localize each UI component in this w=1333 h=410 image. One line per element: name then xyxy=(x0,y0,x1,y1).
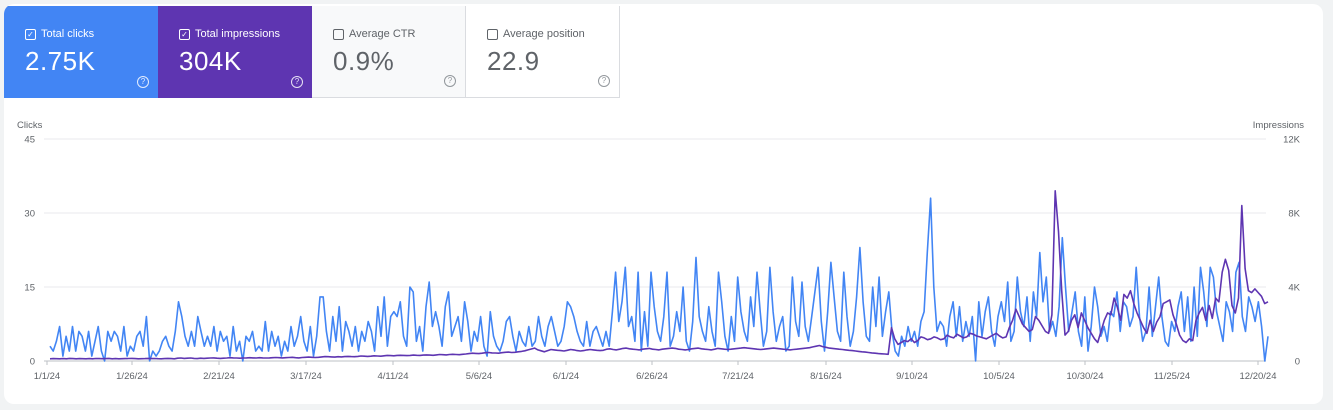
tile-label: Total clicks xyxy=(41,28,95,40)
tile-value: 304K xyxy=(179,46,242,76)
y-left-tick-label: 15 xyxy=(24,283,35,294)
series-line-clicks xyxy=(49,197,1269,362)
tile-value: 22.9 xyxy=(487,46,540,76)
performance-chart: Clicks Impressions 45 12K 30 8K 15 4K 0 0 1/1/24 1/… xyxy=(17,120,1304,382)
tile-average-position[interactable]: Average position 22.9 ? xyxy=(466,6,620,98)
checkbox-unchecked-icon[interactable] xyxy=(333,28,344,40)
tile-header: ✓ Total clicks xyxy=(25,28,94,40)
x-tick-label: 1/1/24 xyxy=(34,371,60,382)
x-tick-label: 11/25/24 xyxy=(1154,371,1190,382)
y-right-tick-label: 12K xyxy=(1283,135,1301,146)
series-line-impressions xyxy=(49,190,1269,360)
y-right-tick-label: 0 xyxy=(1295,357,1300,368)
x-tick-label: 8/16/24 xyxy=(810,371,842,382)
x-tick-label: 3/17/24 xyxy=(290,371,322,382)
tile-average-ctr[interactable]: Average CTR 0.9% ? xyxy=(312,6,466,98)
x-tick-label: 5/6/24 xyxy=(466,371,492,382)
help-icon[interactable]: ? xyxy=(137,76,149,88)
right-axis-title: Impressions xyxy=(1253,120,1304,131)
x-tick-label: 12/20/24 xyxy=(1240,371,1277,382)
tile-header: Average CTR xyxy=(333,28,415,40)
y-left-tick-label: 45 xyxy=(24,135,35,146)
checkbox-checked-icon[interactable]: ✓ xyxy=(25,28,36,40)
tile-label: Average CTR xyxy=(349,28,416,40)
performance-card: ✓ Total clicks 2.75K ? ✓ Total impressio… xyxy=(4,4,1323,404)
x-tick-label: 10/30/24 xyxy=(1067,371,1104,382)
checkbox-unchecked-icon[interactable] xyxy=(487,28,498,40)
tile-total-clicks[interactable]: ✓ Total clicks 2.75K ? xyxy=(4,6,158,98)
y-left-tick-label: 30 xyxy=(24,209,35,220)
y-left-tick-label: 0 xyxy=(30,357,35,368)
help-icon[interactable]: ? xyxy=(598,75,610,87)
tile-header: Average position xyxy=(487,28,585,40)
x-tick-label: 6/26/24 xyxy=(636,371,668,382)
metric-tiles: ✓ Total clicks 2.75K ? ✓ Total impressio… xyxy=(4,6,620,98)
y-right-tick-label: 4K xyxy=(1288,283,1300,294)
y-right-tick-label: 8K xyxy=(1288,209,1300,220)
x-tick-label: 1/26/24 xyxy=(116,371,148,382)
checkbox-checked-icon[interactable]: ✓ xyxy=(179,28,190,40)
tile-value: 2.75K xyxy=(25,46,96,76)
tile-total-impressions[interactable]: ✓ Total impressions 304K ? xyxy=(158,6,312,98)
x-tick-label: 7/21/24 xyxy=(722,371,754,382)
x-tick-label: 9/10/24 xyxy=(896,371,928,382)
left-axis-title: Clicks xyxy=(17,120,43,131)
x-tick-label: 2/21/24 xyxy=(203,371,235,382)
tile-label: Total impressions xyxy=(195,28,280,40)
help-icon[interactable]: ? xyxy=(444,75,456,87)
tile-value: 0.9% xyxy=(333,46,395,76)
help-icon[interactable]: ? xyxy=(291,76,303,88)
tile-label: Average position xyxy=(503,28,585,40)
x-tick-label: 6/1/24 xyxy=(553,371,579,382)
tile-header: ✓ Total impressions xyxy=(179,28,280,40)
x-tick-label: 4/11/24 xyxy=(378,371,409,382)
x-tick-label: 10/5/24 xyxy=(983,371,1015,382)
